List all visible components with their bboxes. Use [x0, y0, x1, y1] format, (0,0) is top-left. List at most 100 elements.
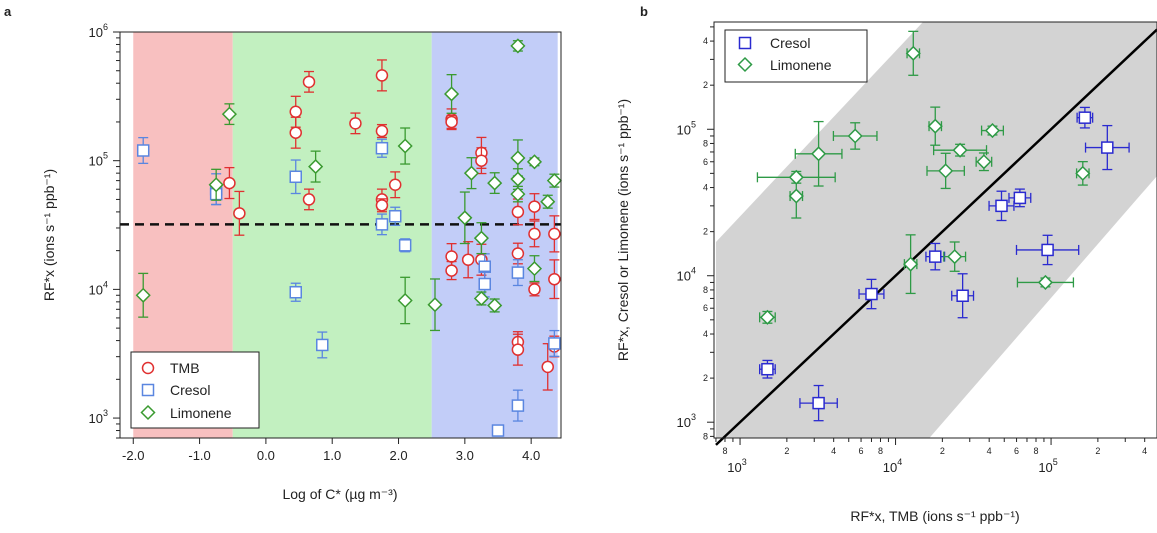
marker-limonene: [788, 188, 804, 204]
chart-b-legend: Cresol Limonene: [724, 29, 868, 83]
data-point: [858, 278, 885, 310]
data-point: [223, 166, 236, 200]
x-minor-tick-label: 4: [831, 446, 836, 456]
x-minor-tick-label: 4: [987, 446, 992, 456]
marker-tmb: [445, 264, 458, 277]
y-tick-label: 103: [89, 408, 108, 426]
y-tick-label: 104: [89, 279, 108, 297]
marker-limonene: [938, 163, 954, 179]
data-point: [905, 30, 921, 76]
y-minor-tick-label: 4: [703, 329, 708, 339]
data-point: [943, 241, 967, 272]
marker-cresol: [316, 338, 329, 352]
shaded-band: [715, 22, 1157, 438]
x-minor-tick-label: 2: [784, 446, 789, 456]
data-point: [302, 188, 316, 211]
x-tick-label: 4.0: [522, 448, 540, 463]
marker-cresol: [289, 285, 302, 299]
marker-tmb: [375, 199, 389, 212]
marker-tmb: [528, 200, 541, 213]
chart-a-x-label: Log of C* (µg m⁻³): [282, 486, 397, 502]
marker-limonene: [546, 173, 562, 189]
chart-a-y-ticks: 103 104 105 106: [89, 22, 120, 439]
marker-tmb: [289, 126, 302, 139]
data-point: [349, 112, 362, 135]
data-point: [208, 168, 224, 201]
marker-limonene: [927, 118, 943, 134]
data-point: [233, 190, 246, 236]
data-point: [289, 116, 302, 149]
marker-cresol: [388, 210, 402, 223]
marker-limonene: [427, 297, 443, 313]
chart-b-y-ticks: 103 104 105 8 2 4 6 8 2 4 6 8 2 4: [677, 26, 714, 441]
marker-tmb: [511, 247, 525, 260]
marker-limonene: [811, 146, 827, 162]
marker-limonene: [397, 138, 413, 154]
marker-limonene: [1075, 165, 1091, 181]
marker-tmb: [548, 227, 561, 241]
x-minor-tick-label: 2: [940, 446, 945, 456]
marker-limonene: [510, 38, 526, 54]
marker-cresol: [1013, 191, 1027, 205]
x-tick-label: 104: [883, 457, 902, 475]
marker-limonene: [463, 165, 480, 181]
data-point: [375, 213, 389, 236]
chart-a-points: [135, 38, 562, 437]
marker-limonene: [308, 159, 324, 175]
y-minor-tick-label: 2: [703, 373, 708, 383]
legend-a-limonene-marker: [140, 404, 156, 421]
marker-limonene: [540, 194, 556, 210]
data-point: [528, 282, 541, 297]
data-point: [308, 150, 324, 183]
marker-tmb: [528, 283, 541, 296]
marker-limonene: [952, 142, 968, 158]
chart-b-frame: [713, 21, 1157, 439]
marker-cresol: [956, 289, 969, 303]
chart-a-y-label: RF*x (ions s⁻¹ ppb⁻¹): [41, 169, 57, 301]
data-point: [756, 169, 836, 185]
data-point: [289, 95, 302, 128]
x-minor-tick-label: 6: [1014, 446, 1019, 456]
marker-limonene: [526, 261, 543, 277]
marker-limonene: [473, 230, 489, 246]
data-point: [375, 138, 389, 158]
y-minor-tick-label: 4: [703, 36, 708, 46]
y-tick-label: 103: [677, 412, 696, 430]
marker-cresol: [865, 287, 878, 301]
marker-limonene: [457, 210, 473, 226]
marker-tmb: [289, 105, 302, 119]
data-point: [1076, 106, 1094, 129]
data-point: [832, 122, 878, 150]
x-tick-label: 2.0: [389, 448, 407, 463]
data-point: [397, 276, 413, 325]
marker-cresol: [511, 399, 525, 412]
legend-b-cresol-marker: [738, 36, 752, 50]
data-point: [799, 384, 838, 422]
data-point: [473, 222, 489, 255]
marker-limonene: [526, 154, 543, 170]
marker-limonene: [905, 45, 921, 61]
data-point: [463, 157, 480, 190]
marker-cresol: [375, 141, 389, 155]
marker-limonene: [135, 287, 151, 303]
data-point: [445, 114, 458, 130]
marker-tmb: [511, 343, 525, 356]
marker-tmb: [511, 205, 525, 219]
panel-label-a: a: [4, 4, 12, 19]
marker-limonene: [221, 106, 237, 122]
y-minor-tick-label: 8: [703, 431, 708, 441]
legend-b-limonene-label: Limonene: [770, 57, 832, 73]
marker-tmb: [528, 227, 541, 241]
one-to-one-line: [715, 28, 1157, 446]
x-tick-label: -1.0: [188, 448, 210, 463]
marker-limonene: [947, 249, 963, 265]
data-point: [511, 333, 525, 366]
marker-tmb: [302, 193, 316, 206]
chart-b-x-label: RF*x, TMB (ions s⁻¹ ppb⁻¹): [850, 508, 1019, 524]
marker-cresol: [1078, 111, 1092, 124]
marker-limonene: [510, 186, 526, 202]
marker-tmb: [445, 115, 458, 129]
data-point: [461, 241, 475, 279]
data-point: [1016, 274, 1075, 290]
